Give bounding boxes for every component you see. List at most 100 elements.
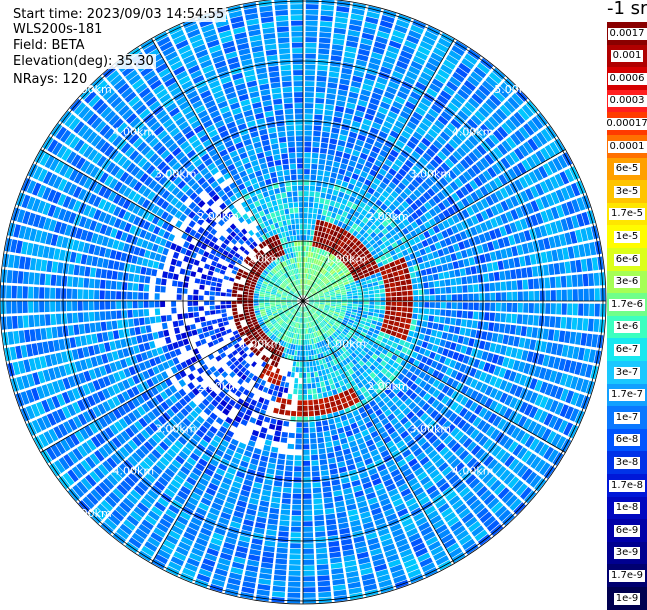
beta-gate bbox=[169, 127, 180, 137]
beta-gate bbox=[305, 285, 308, 290]
beta-gate bbox=[194, 406, 203, 415]
beta-gate bbox=[276, 338, 281, 344]
beta-gate bbox=[464, 183, 474, 193]
beta-gate bbox=[333, 285, 339, 289]
beta-gate bbox=[373, 41, 387, 50]
beta-gate bbox=[201, 364, 209, 372]
beta-gate bbox=[135, 83, 148, 94]
beta-gate bbox=[322, 238, 327, 245]
beta-gate bbox=[284, 353, 289, 360]
beta-gate bbox=[281, 375, 287, 382]
beta-gate bbox=[89, 166, 100, 178]
beta-gate bbox=[419, 214, 428, 223]
beta-gate bbox=[169, 172, 179, 182]
beta-gate bbox=[218, 487, 229, 496]
beta-gate bbox=[216, 430, 225, 439]
beta-gate bbox=[178, 121, 189, 131]
beta-gate bbox=[314, 277, 318, 283]
beta-gate bbox=[327, 284, 333, 289]
beta-gate bbox=[370, 231, 377, 239]
beta-gate bbox=[254, 323, 260, 328]
beta-gate bbox=[276, 239, 282, 245]
beta-gate bbox=[106, 270, 113, 279]
beta-gate bbox=[330, 429, 338, 436]
beta-gate bbox=[377, 231, 385, 239]
beta-gate bbox=[147, 510, 160, 521]
beta-gate bbox=[307, 294, 313, 298]
beta-gate bbox=[168, 463, 179, 474]
beta-gate bbox=[261, 94, 272, 102]
beta-gate bbox=[10, 239, 18, 253]
beta-gate bbox=[328, 241, 333, 247]
beta-gate bbox=[209, 296, 215, 301]
beta-gate bbox=[490, 217, 498, 228]
beta-gate bbox=[331, 434, 339, 441]
beta-gate bbox=[326, 274, 332, 279]
beta-gate bbox=[305, 306, 308, 311]
beta-gate bbox=[175, 363, 183, 372]
beta-gate bbox=[113, 218, 122, 229]
beta-gate bbox=[294, 92, 303, 98]
beta-gate bbox=[382, 274, 388, 280]
beta-gate bbox=[240, 99, 251, 107]
beta-gate bbox=[188, 220, 196, 228]
beta-gate bbox=[348, 91, 359, 99]
beta-gate bbox=[292, 302, 298, 305]
beta-gate bbox=[97, 403, 107, 415]
beta-gate bbox=[295, 367, 299, 373]
beta-gate bbox=[228, 97, 239, 105]
beta-gate bbox=[197, 177, 206, 186]
beta-gate bbox=[97, 257, 104, 268]
beta-gate bbox=[144, 541, 158, 552]
beta-gate bbox=[226, 583, 240, 591]
beta-gate bbox=[417, 142, 428, 151]
beta-gate bbox=[345, 239, 352, 245]
beta-gate bbox=[87, 395, 96, 407]
beta-gate bbox=[250, 284, 256, 288]
beta-gate bbox=[266, 529, 277, 536]
beta-gate bbox=[305, 20, 318, 26]
beta-gate bbox=[312, 360, 317, 367]
beta-gate bbox=[263, 399, 270, 406]
beta-gate bbox=[394, 186, 403, 195]
beta-gate bbox=[337, 427, 345, 434]
beta-gate bbox=[317, 393, 323, 399]
beta-gate bbox=[154, 301, 160, 308]
beta-gate bbox=[533, 278, 540, 289]
beta-gate bbox=[88, 369, 97, 380]
beta-gate bbox=[361, 516, 373, 524]
beta-gate bbox=[217, 163, 226, 171]
beta-gate bbox=[242, 64, 254, 72]
beta-gate bbox=[176, 96, 188, 106]
beta-gate bbox=[272, 229, 278, 235]
beta-gate bbox=[138, 87, 151, 99]
beta-gate bbox=[285, 287, 290, 291]
beta-gate bbox=[234, 476, 244, 484]
beta-gate bbox=[537, 239, 545, 251]
beta-gate bbox=[100, 269, 107, 279]
beta-gate bbox=[318, 43, 330, 49]
beta-gate bbox=[292, 64, 303, 70]
beta-gate bbox=[193, 306, 199, 312]
beta-gate bbox=[383, 121, 393, 129]
beta-gate bbox=[369, 97, 380, 106]
beta-gate bbox=[317, 254, 321, 260]
beta-gate bbox=[291, 332, 294, 338]
beta-gate bbox=[248, 463, 258, 471]
beta-gate bbox=[300, 246, 303, 251]
beta-gate bbox=[259, 500, 270, 507]
beta-gate bbox=[271, 378, 277, 385]
beta-gate bbox=[98, 84, 112, 97]
beta-gate bbox=[58, 457, 70, 471]
beta-gate bbox=[405, 563, 419, 573]
beta-gate bbox=[143, 284, 150, 292]
beta-gate bbox=[183, 174, 193, 183]
beta-gate bbox=[375, 199, 383, 207]
beta-gate bbox=[116, 393, 126, 404]
beta-gate bbox=[293, 263, 296, 269]
beta-gate bbox=[466, 206, 475, 216]
beta-gate bbox=[137, 406, 146, 416]
beta-gate bbox=[188, 312, 194, 318]
beta-gate bbox=[410, 60, 423, 71]
beta-gate bbox=[295, 136, 303, 142]
